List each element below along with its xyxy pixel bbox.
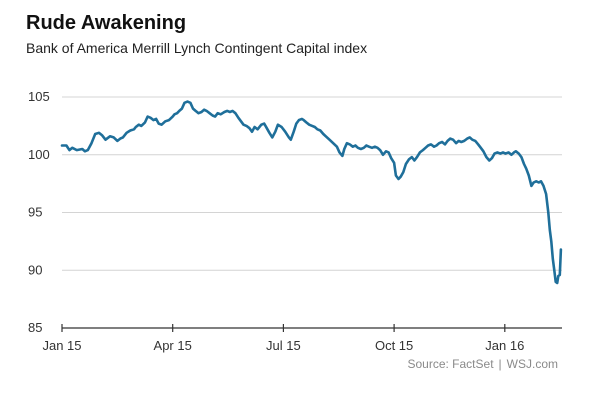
x-tick-label: Apr 15 xyxy=(154,338,192,353)
x-tick-label: Jan 15 xyxy=(42,338,81,353)
source-note: Source: FactSet | WSJ.com xyxy=(407,357,558,371)
source-text: Source: FactSet xyxy=(407,357,494,371)
x-tick-label: Jul 15 xyxy=(266,338,301,353)
chart-subtitle: Bank of America Merrill Lynch Contingent… xyxy=(26,40,368,56)
y-tick-label: 95 xyxy=(28,205,42,220)
x-tick-label: Jan 16 xyxy=(485,338,524,353)
gridlines xyxy=(62,96,562,271)
plot-area xyxy=(60,100,563,285)
x-axis: Jan 15 Apr 15 Jul 15 Oct 15 Jan 16 xyxy=(42,324,562,353)
y-tick-label: 105 xyxy=(28,89,50,104)
series-line xyxy=(60,100,563,285)
x-tick-label: Oct 15 xyxy=(375,338,413,353)
y-axis-ticks: 85 90 95 100 105 xyxy=(28,89,50,335)
chart-title: Rude Awakening xyxy=(26,12,187,34)
y-tick-label: 85 xyxy=(28,320,42,335)
y-tick-label: 100 xyxy=(28,147,50,162)
source-separator: | xyxy=(498,357,502,371)
y-tick-label: 90 xyxy=(28,262,42,277)
source-brand: WSJ.com xyxy=(506,357,558,371)
